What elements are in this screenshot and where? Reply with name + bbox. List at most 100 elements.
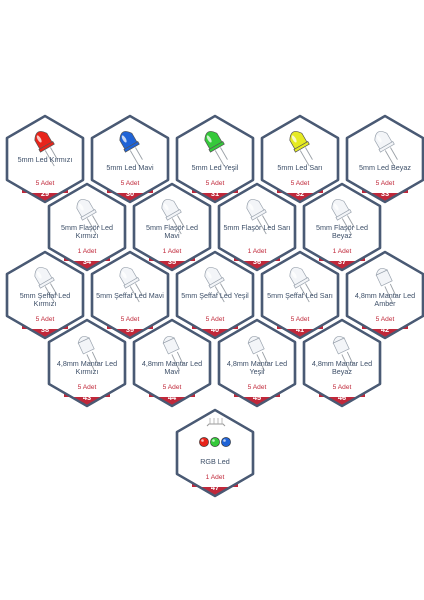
hexagon-frame <box>217 318 297 408</box>
item-number: 36 <box>252 257 262 266</box>
hexagon-frame <box>217 182 297 272</box>
product-tile-35[interactable]: 5mm Flaşör Led Mavi 1 Adet 35 <box>132 182 212 272</box>
product-name: 5mm Şeffaf Led Kırmızı <box>19 291 71 309</box>
hexagon-frame <box>47 182 127 272</box>
product-tile-44[interactable]: 4,8mm Mantar Led Mavi 5 Adet 44 <box>132 318 212 408</box>
item-number: 35 <box>167 257 177 266</box>
item-number: 41 <box>295 325 305 334</box>
item-number: 46 <box>337 393 347 402</box>
mushroom-led-icon <box>332 336 354 371</box>
hexagon-frame <box>132 182 212 272</box>
clear-led-icon <box>76 199 100 235</box>
hexagon-frame <box>175 408 255 498</box>
hexagon-frame <box>302 182 382 272</box>
product-tile-29[interactable]: 5mm Led Kırmızı 5 Adet 29 <box>5 114 85 204</box>
product-name: 4,8mm Mantar Led Mavi <box>141 359 203 377</box>
quantity-text: 5 Adet <box>205 316 225 323</box>
product-tile-37[interactable]: 5mm Flaşör Led Beyaz 1 Adet 37 <box>302 182 382 272</box>
hexagon-frame <box>175 114 255 204</box>
product-name: 4,8mm Mantar Led Yeşil <box>226 359 288 377</box>
item-number: 34 <box>82 257 92 266</box>
product-tile-46[interactable]: 4,8mm Mantar Led Beyaz 5 Adet 46 <box>302 318 382 408</box>
yellow-led-icon <box>289 131 313 167</box>
hexagon-frame <box>302 318 382 408</box>
hexagon-frame <box>132 318 212 408</box>
product-name: 5mm Led Yeşil <box>191 163 239 172</box>
product-tile-32[interactable]: 5mm Led Sarı 5 Adet 32 <box>260 114 340 204</box>
item-number: 42 <box>380 325 390 334</box>
item-number: 45 <box>252 393 262 402</box>
product-tile-40[interactable]: 5mm Şeffaf Led Yeşil 5 Adet 40 <box>175 250 255 340</box>
hexagon-frame <box>345 114 424 204</box>
clear-led-icon <box>289 267 313 303</box>
quantity-text: 1 Adet <box>205 474 225 481</box>
product-tile-42[interactable]: 4,8mm Mantar Led Amber 5 Adet 42 <box>345 250 424 340</box>
clear-led-icon <box>34 267 58 303</box>
product-name: 4,8mm Mantar Led Amber <box>354 291 416 309</box>
quantity-text: 5 Adet <box>290 316 310 323</box>
product-name: 5mm Led Mavi <box>106 163 154 172</box>
product-name: 5mm Led Beyaz <box>359 163 411 172</box>
product-tile-36[interactable]: 5mm Flaşör Led Sarı 1 Adet 36 <box>217 182 297 272</box>
mushroom-led-icon <box>247 336 269 371</box>
green-led-icon <box>204 131 228 167</box>
mushroom-led-icon <box>375 268 397 303</box>
product-tile-30[interactable]: 5mm Led Mavi 5 Adet 30 <box>90 114 170 204</box>
hexagon-frame <box>47 318 127 408</box>
hexagon-frame <box>90 114 170 204</box>
product-tile-45[interactable]: 4,8mm Mantar Led Yeşil 5 Adet 45 <box>217 318 297 408</box>
item-number: 44 <box>167 393 177 402</box>
product-tile-43[interactable]: 4,8mm Mantar Led Kırmızı 5 Adet 43 <box>47 318 127 408</box>
item-number: 47 <box>210 483 220 492</box>
item-number: 39 <box>125 325 135 334</box>
product-name: 4,8mm Mantar Led Kırmızı <box>56 359 118 377</box>
product-tile-33[interactable]: 5mm Led Beyaz 5 Adet 33 <box>345 114 424 204</box>
product-tile-31[interactable]: 5mm Led Yeşil 5 Adet 31 <box>175 114 255 204</box>
hexagon-frame <box>260 250 340 340</box>
item-number: 43 <box>82 393 92 402</box>
clear-led-icon <box>331 199 355 235</box>
quantity-text: 5 Adet <box>162 384 182 391</box>
quantity-text: 5 Adet <box>332 384 352 391</box>
product-tile-41[interactable]: 5mm Şeffaf Led Sarı 5 Adet 41 <box>260 250 340 340</box>
clear-led-icon <box>204 267 228 303</box>
product-name: 5mm Led Kırmızı <box>17 155 73 164</box>
quantity-text: 5 Adet <box>120 180 140 187</box>
item-number: 38 <box>40 325 50 334</box>
quantity-text: 5 Adet <box>375 180 395 187</box>
quantity-text: 5 Adet <box>120 316 140 323</box>
hexagon-frame <box>90 250 170 340</box>
quantity-text: 1 Adet <box>162 248 182 255</box>
hexagon-frame <box>5 114 85 204</box>
product-name: 5mm Flaşör Led Sarı <box>223 223 291 232</box>
red-led-icon <box>34 131 58 167</box>
hexagon-frame <box>345 250 424 340</box>
quantity-text: 5 Adet <box>375 316 395 323</box>
quantity-text: 5 Adet <box>205 180 225 187</box>
blue-led-icon <box>119 131 143 167</box>
item-number: 29 <box>40 189 50 198</box>
product-tile-34[interactable]: 5mm Flaşör Led Kırmızı 1 Adet 34 <box>47 182 127 272</box>
product-tile-39[interactable]: 5mm Şeffaf Led Mavi 5 Adet 39 <box>90 250 170 340</box>
item-number: 32 <box>295 189 305 198</box>
rgb-led-icon <box>199 418 231 447</box>
item-number: 37 <box>337 257 347 266</box>
clear-led-icon <box>161 199 185 235</box>
mushroom-led-icon <box>162 336 184 371</box>
clear-led-icon <box>119 267 143 303</box>
product-name: 5mm Led Sarı <box>277 163 323 172</box>
product-name: RGB Led <box>200 457 230 466</box>
quantity-text: 1 Adet <box>332 248 352 255</box>
quantity-text: 5 Adet <box>247 384 267 391</box>
clear-led-icon <box>246 199 270 235</box>
product-tile-38[interactable]: 5mm Şeffaf Led Kırmızı 5 Adet 38 <box>5 250 85 340</box>
mushroom-led-icon <box>77 336 99 371</box>
product-tile-47[interactable]: RGB Led 1 Adet 47 <box>175 408 255 498</box>
quantity-text: 1 Adet <box>77 248 97 255</box>
product-name: 5mm Şeffaf Led Yeşil <box>181 291 249 300</box>
product-name: 5mm Flaşör Led Kırmızı <box>61 223 113 241</box>
hexagon-frame <box>260 114 340 204</box>
product-name: 4,8mm Mantar Led Beyaz <box>311 359 373 377</box>
hexagon-frame <box>175 250 255 340</box>
